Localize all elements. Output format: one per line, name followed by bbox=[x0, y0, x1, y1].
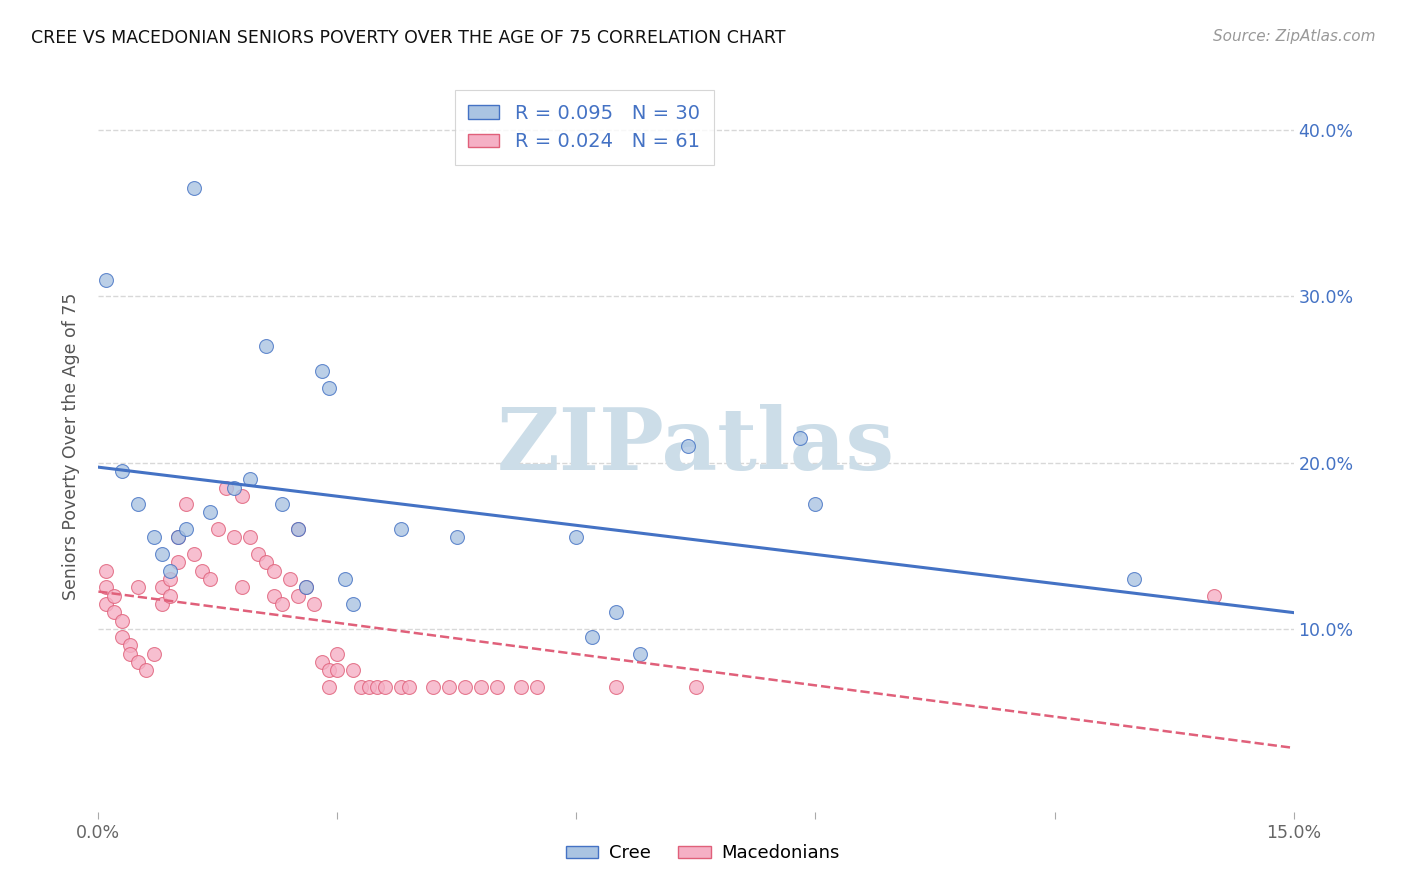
Point bbox=[311, 364, 333, 378]
Point bbox=[111, 630, 134, 644]
Point bbox=[685, 680, 707, 694]
Point bbox=[127, 497, 149, 511]
Point bbox=[103, 605, 125, 619]
Point bbox=[127, 655, 149, 669]
Point bbox=[198, 506, 221, 520]
Point bbox=[239, 530, 262, 544]
Point bbox=[605, 680, 627, 694]
Point bbox=[287, 522, 309, 536]
Legend: Cree, Macedonians: Cree, Macedonians bbox=[558, 838, 848, 870]
Point bbox=[263, 589, 285, 603]
Legend: R = 0.095   N = 30, R = 0.024   N = 61: R = 0.095 N = 30, R = 0.024 N = 61 bbox=[454, 90, 714, 165]
Point bbox=[676, 439, 699, 453]
Point bbox=[96, 597, 118, 611]
Point bbox=[287, 522, 309, 536]
Point bbox=[198, 572, 221, 586]
Point bbox=[167, 530, 190, 544]
Point bbox=[207, 522, 229, 536]
Text: CREE VS MACEDONIAN SENIORS POVERTY OVER THE AGE OF 75 CORRELATION CHART: CREE VS MACEDONIAN SENIORS POVERTY OVER … bbox=[31, 29, 786, 46]
Point bbox=[111, 464, 134, 478]
Point bbox=[143, 530, 166, 544]
Text: Source: ZipAtlas.com: Source: ZipAtlas.com bbox=[1212, 29, 1375, 44]
Point bbox=[366, 680, 388, 694]
Point bbox=[389, 522, 412, 536]
Point bbox=[167, 555, 190, 569]
Point bbox=[565, 530, 588, 544]
Point bbox=[215, 481, 238, 495]
Point bbox=[470, 680, 492, 694]
Point bbox=[359, 680, 381, 694]
Point bbox=[143, 647, 166, 661]
Point bbox=[135, 664, 157, 678]
Point bbox=[159, 564, 181, 578]
Point bbox=[222, 530, 245, 544]
Text: ZIPatlas: ZIPatlas bbox=[496, 404, 896, 488]
Point bbox=[318, 680, 340, 694]
Point bbox=[96, 273, 118, 287]
Point bbox=[302, 597, 325, 611]
Point bbox=[526, 680, 548, 694]
Point bbox=[270, 597, 292, 611]
Point bbox=[342, 597, 364, 611]
Point bbox=[174, 497, 197, 511]
Point bbox=[120, 639, 142, 653]
Y-axis label: Seniors Poverty Over the Age of 75: Seniors Poverty Over the Age of 75 bbox=[62, 293, 80, 599]
Point bbox=[789, 431, 811, 445]
Point bbox=[318, 381, 340, 395]
Point bbox=[350, 680, 373, 694]
Point bbox=[183, 547, 205, 561]
Point bbox=[1202, 589, 1225, 603]
Point bbox=[581, 630, 603, 644]
Point bbox=[159, 589, 181, 603]
Point bbox=[374, 680, 396, 694]
Point bbox=[342, 664, 364, 678]
Point bbox=[96, 580, 118, 594]
Point bbox=[422, 680, 444, 694]
Point bbox=[246, 547, 269, 561]
Point bbox=[127, 580, 149, 594]
Point bbox=[1123, 572, 1146, 586]
Point bbox=[326, 664, 349, 678]
Point bbox=[231, 489, 253, 503]
Point bbox=[318, 664, 340, 678]
Point bbox=[174, 522, 197, 536]
Point bbox=[287, 589, 309, 603]
Point bbox=[270, 497, 292, 511]
Point bbox=[150, 547, 173, 561]
Point bbox=[335, 572, 357, 586]
Point bbox=[628, 647, 651, 661]
Point bbox=[389, 680, 412, 694]
Point bbox=[311, 655, 333, 669]
Point bbox=[254, 555, 277, 569]
Point bbox=[222, 481, 245, 495]
Point bbox=[239, 472, 262, 486]
Point bbox=[278, 572, 301, 586]
Point bbox=[159, 572, 181, 586]
Point bbox=[150, 597, 173, 611]
Point bbox=[398, 680, 420, 694]
Point bbox=[254, 339, 277, 353]
Point bbox=[294, 580, 316, 594]
Point bbox=[605, 605, 627, 619]
Point bbox=[804, 497, 827, 511]
Point bbox=[509, 680, 531, 694]
Point bbox=[191, 564, 214, 578]
Point bbox=[294, 580, 316, 594]
Point bbox=[231, 580, 253, 594]
Point bbox=[326, 647, 349, 661]
Point bbox=[485, 680, 508, 694]
Point bbox=[150, 580, 173, 594]
Point bbox=[120, 647, 142, 661]
Point bbox=[167, 530, 190, 544]
Point bbox=[446, 530, 468, 544]
Point bbox=[183, 181, 205, 195]
Point bbox=[454, 680, 477, 694]
Point bbox=[111, 614, 134, 628]
Point bbox=[263, 564, 285, 578]
Point bbox=[437, 680, 460, 694]
Point bbox=[96, 564, 118, 578]
Point bbox=[103, 589, 125, 603]
